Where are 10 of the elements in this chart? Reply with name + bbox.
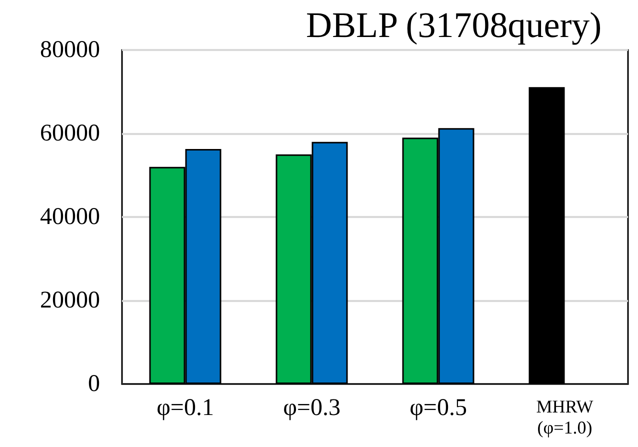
x-tick-label: φ=0.3 bbox=[283, 395, 340, 421]
x-tick-label: φ=0.5 bbox=[410, 395, 467, 421]
y-tick-label: 60000 bbox=[40, 120, 100, 146]
y-tick-label: 80000 bbox=[40, 37, 100, 63]
x-tick-label: MHRW (φ=1.0) bbox=[536, 396, 594, 438]
x-tick-label: φ=0.1 bbox=[156, 395, 214, 421]
y-tick-label: 40000 bbox=[40, 204, 100, 230]
y-tick-label: 0 bbox=[88, 371, 100, 397]
y-tick-label: 20000 bbox=[40, 288, 100, 314]
chart-title: DBLP (31708query) bbox=[306, 5, 602, 45]
